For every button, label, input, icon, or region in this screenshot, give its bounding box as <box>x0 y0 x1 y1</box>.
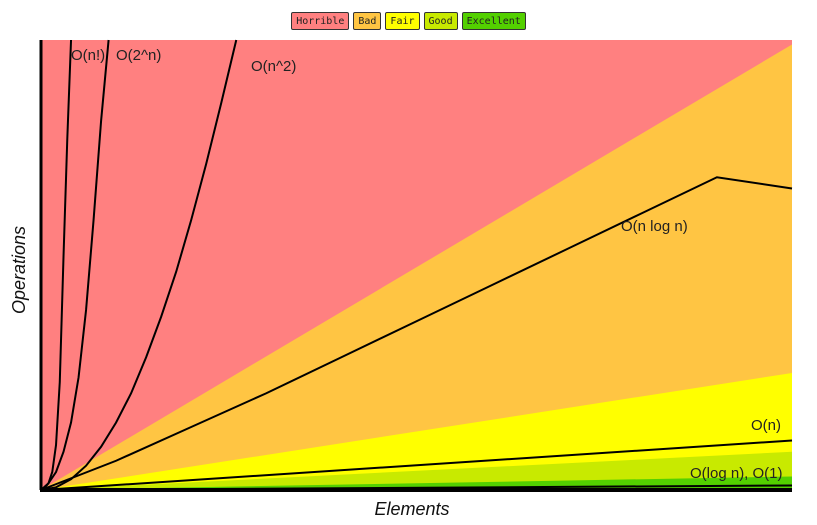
legend-item-bad[interactable]: Bad <box>353 12 382 30</box>
legend-item-horrible[interactable]: Horrible <box>291 12 350 30</box>
legend-item-fair[interactable]: Fair <box>385 12 420 30</box>
label-o-log-n-o-1: O(log n), O(1) <box>690 465 783 482</box>
legend-item-excellent[interactable]: Excellent <box>461 12 526 30</box>
region-fair <box>41 373 792 490</box>
curve-o-n-log-n <box>40 176 793 491</box>
x-axis-title: Elements <box>374 499 449 519</box>
curve-labels: O(n!) O(2^n) O(n^2) O(n log n) O(n) O(log n),… <box>71 47 783 482</box>
curve-o-n <box>40 439 793 491</box>
y-axis-title: Operations <box>9 226 29 314</box>
complexity-regions <box>41 40 792 490</box>
label-o-n: O(n) <box>751 417 781 434</box>
region-bad <box>41 44 792 490</box>
label-o-2-n: O(2^n) <box>116 47 161 64</box>
label-o-n-log-n: O(n log n) <box>621 218 688 235</box>
label-o-n: O(n!) <box>71 47 105 64</box>
legend-item-good[interactable]: Good <box>423 12 458 30</box>
curve-o-2-n <box>40 39 110 491</box>
legend: Horrible Bad Fair Good Excellent <box>0 12 817 30</box>
label-o-n-2: O(n^2) <box>251 58 296 75</box>
